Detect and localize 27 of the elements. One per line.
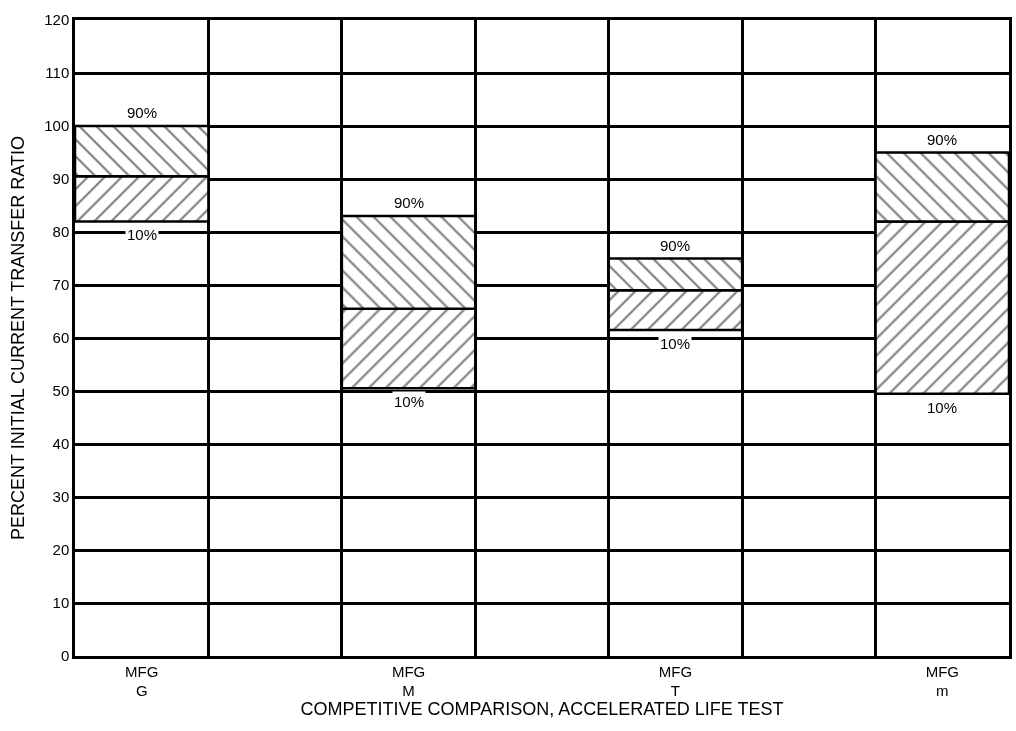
y-tick-label: 100 [44, 117, 70, 135]
y-tick-label: 90 [52, 170, 70, 188]
y-tick-label: 20 [52, 541, 70, 559]
x-tick-label: MFG M [391, 662, 426, 700]
y-tick-label: 50 [52, 382, 70, 400]
annotation: 90% [394, 194, 425, 211]
annotation: 10% [394, 393, 425, 410]
x-tick-label: MFG T [658, 662, 693, 700]
x-tick-label: MFG m [925, 662, 959, 700]
y-tick-label: 10 [52, 594, 70, 612]
y-tick-label: 40 [52, 435, 70, 453]
annotation: 10% [660, 335, 691, 352]
annotation: 90% [660, 237, 691, 254]
y-tick-label: 30 [52, 488, 70, 506]
y-tick-label: 60 [52, 329, 70, 347]
y-tick-label: 70 [52, 276, 70, 294]
y-tick-label: 80 [52, 223, 70, 241]
y-tick-label: 110 [45, 64, 70, 82]
y-axis-title: PERCENT INITIAL CURRENT TRANSFER RATIO [8, 135, 29, 541]
annotation: 90% [927, 131, 958, 148]
annotation: 10% [127, 226, 158, 243]
y-tick-label: 0 [60, 647, 70, 665]
x-tick-label: MFG G [125, 662, 159, 700]
y-tick-label: 120 [44, 11, 70, 29]
x-axis-title: COMPETITIVE COMPARISON, ACCELERATED LIFE TEST [300, 699, 784, 720]
annotation: 90% [127, 104, 158, 121]
annotation: 10% [927, 399, 958, 416]
